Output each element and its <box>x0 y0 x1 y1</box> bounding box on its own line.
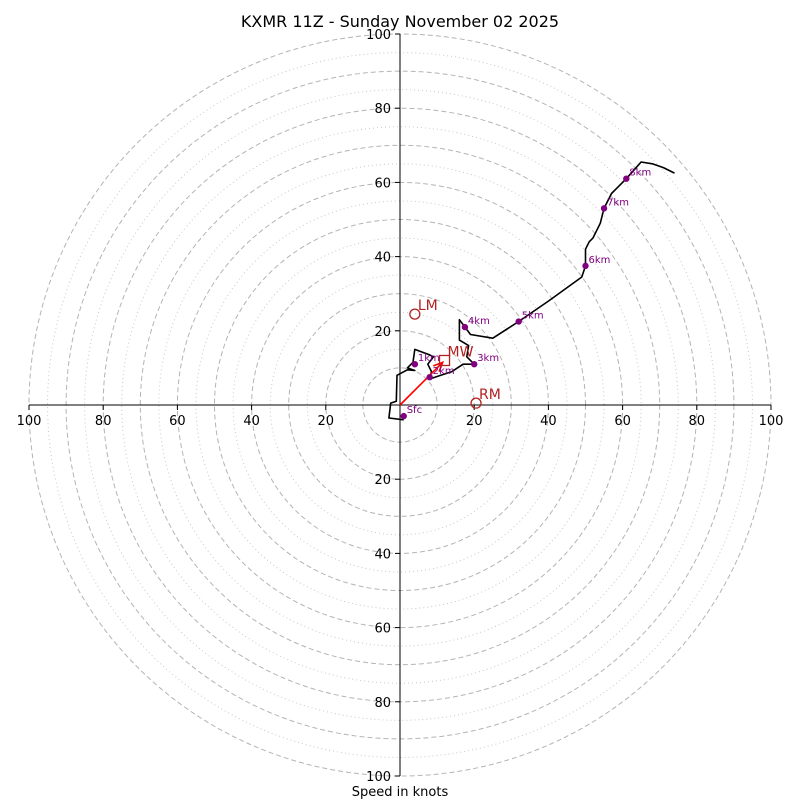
x-tick-label: 80 <box>689 414 706 429</box>
height-label: 4km <box>468 316 490 327</box>
y-tick-label: 100 <box>366 770 391 785</box>
hodograph-trace <box>388 161 675 421</box>
x-tick-label: 40 <box>243 414 260 429</box>
storm-motion-layer: LM MW RM <box>409 298 501 409</box>
height-marker <box>400 412 407 420</box>
y-tick-label: 100 <box>366 28 391 43</box>
height-marker-layer: Sfc 1km 2km 3km 4km 5km 6km 7km 8km <box>400 168 651 420</box>
x-tick-label: 20 <box>318 414 335 429</box>
x-tick-label: 60 <box>614 414 631 429</box>
height-marker <box>600 205 608 212</box>
height-marker <box>426 373 433 381</box>
height-marker <box>461 323 469 331</box>
storm-motion-marker <box>409 308 421 320</box>
height-label: 5km <box>522 311 544 322</box>
height-label: 2km <box>433 366 455 377</box>
y-tick-label: 60 <box>374 176 391 191</box>
height-label: 6km <box>589 255 611 266</box>
x-tick-label: 20 <box>466 414 483 429</box>
height-marker <box>515 318 522 325</box>
y-tick-label: 40 <box>374 251 391 266</box>
y-tick-label: 20 <box>374 325 391 340</box>
shear-vector-layer <box>399 360 445 406</box>
chart-title: KXMR 11Z - Sunday November 02 2025 <box>241 12 559 31</box>
y-tick-label: 80 <box>374 102 391 117</box>
x-tick-label: 40 <box>540 414 557 429</box>
height-label: 3km <box>477 353 499 364</box>
hodograph-trace-layer <box>388 161 675 421</box>
x-tick-label: 80 <box>95 414 112 429</box>
height-marker <box>623 175 630 182</box>
y-tick-label: 40 <box>374 547 391 562</box>
storm-motion-label: LM <box>418 298 438 314</box>
y-tick-label: 60 <box>374 622 391 637</box>
x-tick-label: 100 <box>17 414 42 429</box>
y-tick-label: 80 <box>374 696 391 711</box>
height-label: 8km <box>629 168 651 179</box>
height-marker <box>471 360 478 368</box>
height-marker <box>411 360 419 368</box>
y-tick-label: 20 <box>374 473 391 488</box>
x-axis-label: Speed in knots <box>352 785 449 800</box>
x-tick-label: 60 <box>169 414 186 429</box>
storm-motion-label: MW <box>448 344 474 360</box>
mean-wind-marker <box>438 354 451 367</box>
storm-motion-marker <box>470 397 482 409</box>
shear-vector-arrowhead <box>433 360 445 372</box>
axis-ticks: 20 40 60 80 100 100 80 60 40 20 20 40 60 80 100 20 40 60 8… <box>17 28 784 785</box>
shear-vector <box>399 361 444 406</box>
height-label: 7km <box>607 197 629 208</box>
storm-motion-label: RM <box>479 387 501 403</box>
height-label: 1km <box>418 353 440 364</box>
height-marker <box>582 262 589 270</box>
x-tick-label: 100 <box>759 414 784 429</box>
height-label: Sfc <box>407 405 422 416</box>
